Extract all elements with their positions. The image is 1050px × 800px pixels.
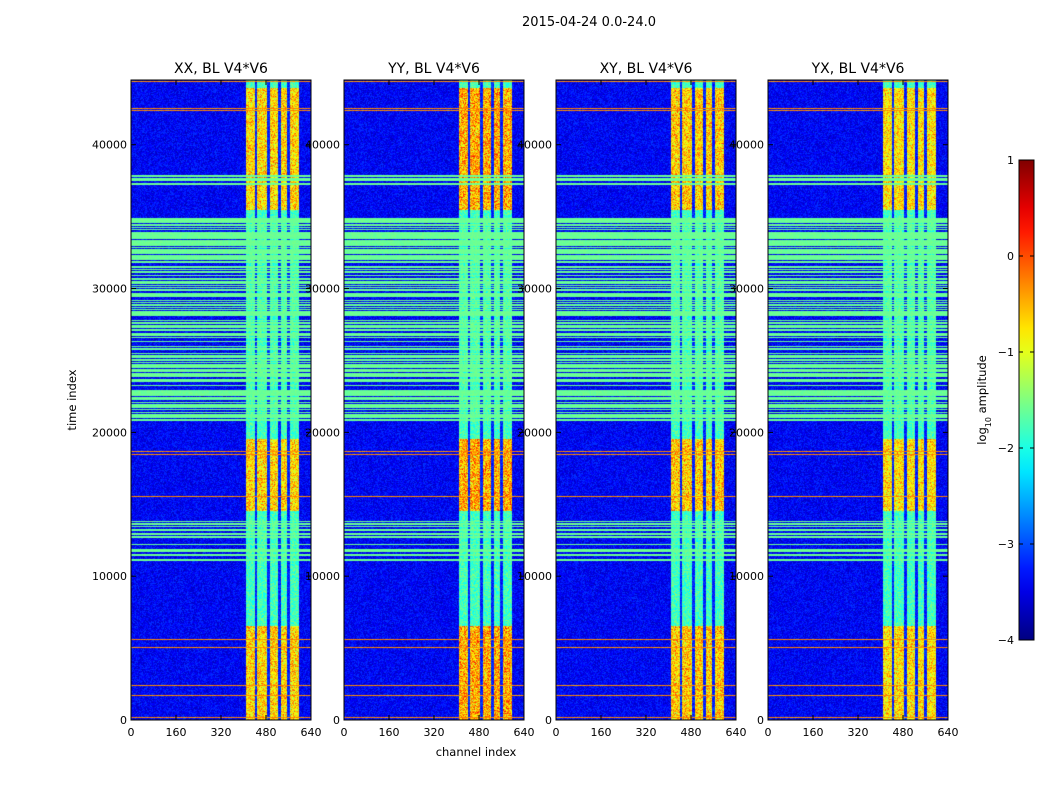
y-tick-label: 20000 — [729, 426, 764, 439]
x-tick-label: 480 — [469, 726, 490, 739]
heatmap-image — [768, 80, 948, 720]
x-tick-label: 640 — [938, 726, 959, 739]
figure-suptitle: 2015-04-24 0.0-24.0 — [522, 15, 656, 30]
y-tick-label: 20000 — [517, 426, 552, 439]
panel-3: YX, BL V4*V6 0 160 320 480 640 0 10000 20000 3000… — [729, 61, 959, 739]
x-tick-label: 320 — [424, 726, 445, 739]
y-tick-label: 20000 — [305, 426, 340, 439]
colorbar-label-log: log — [975, 427, 989, 445]
y-tick-label: 40000 — [729, 139, 764, 152]
heatmap-image — [556, 80, 736, 720]
y-tick-label: 10000 — [305, 570, 340, 583]
x-tick-label: 0 — [553, 726, 560, 739]
y-tick-label: 30000 — [729, 283, 764, 296]
y-tick-label: 0 — [757, 714, 764, 727]
x-tick-label: 640 — [514, 726, 535, 739]
panel-title: YY, BL V4*V6 — [387, 61, 480, 77]
y-tick-label: 10000 — [92, 570, 127, 583]
y-tick-label: 0 — [333, 714, 340, 727]
x-tick-label: 320 — [211, 726, 232, 739]
x-axis-label: channel index — [436, 745, 517, 759]
x-tick-label: 480 — [256, 726, 277, 739]
y-tick-label: 10000 — [517, 570, 552, 583]
colorbar-label-subscript: 10 — [984, 417, 993, 427]
heatmap-image — [131, 80, 311, 720]
colorbar-tick-label: −3 — [998, 538, 1014, 551]
y-tick-label: 10000 — [729, 570, 764, 583]
y-tick-label: 30000 — [92, 283, 127, 296]
x-tick-label: 640 — [726, 726, 747, 739]
panel-1: YY, BL V4*V6 0 160 320 480 640 0 10000 20000 3000… — [305, 61, 535, 739]
colorbar-label: log10 amplitude — [975, 355, 993, 445]
heatmap-panels: XX, BL V4*V6 0 160 320 480 640 0 10000 20000 3000… — [92, 61, 959, 739]
y-tick-label: 40000 — [305, 139, 340, 152]
x-tick-label: 0 — [128, 726, 135, 739]
x-tick-label: 160 — [166, 726, 187, 739]
x-tick-label: 480 — [681, 726, 702, 739]
colorbar-tick-label: −1 — [998, 346, 1014, 359]
y-tick-label: 20000 — [92, 426, 127, 439]
y-tick-label: 40000 — [517, 139, 552, 152]
x-tick-label: 160 — [379, 726, 400, 739]
panel-0: XX, BL V4*V6 0 160 320 480 640 0 10000 20000 3000… — [92, 61, 322, 739]
x-tick-label: 480 — [893, 726, 914, 739]
colorbar-tick-label: −2 — [998, 442, 1014, 455]
x-tick-label: 320 — [848, 726, 869, 739]
x-tick-label: 0 — [765, 726, 772, 739]
y-tick-label: 30000 — [517, 283, 552, 296]
colorbar-label-rest: amplitude — [975, 355, 989, 417]
panel-title: YX, BL V4*V6 — [811, 61, 905, 77]
y-axis-label: time index — [65, 369, 79, 430]
panel-title: XX, BL V4*V6 — [174, 61, 268, 77]
panel-2: XY, BL V4*V6 0 160 320 480 640 0 10000 20000 3000… — [517, 61, 747, 739]
colorbar-tick-label: 1 — [1007, 154, 1014, 167]
x-tick-label: 640 — [301, 726, 322, 739]
x-tick-label: 160 — [803, 726, 824, 739]
y-tick-label: 40000 — [92, 139, 127, 152]
heatmap-image — [344, 80, 524, 720]
colorbar-tick-label: −4 — [998, 634, 1014, 647]
x-tick-label: 160 — [591, 726, 612, 739]
panel-title: XY, BL V4*V6 — [600, 61, 693, 77]
colorbar-gradient — [1018, 159, 1035, 641]
y-tick-label: 30000 — [305, 283, 340, 296]
x-tick-label: 320 — [636, 726, 657, 739]
y-tick-label: 0 — [545, 714, 552, 727]
x-tick-label: 0 — [341, 726, 348, 739]
y-tick-label: 0 — [120, 714, 127, 727]
colorbar: 1 0 −1 −2 −3 −4 — [998, 154, 1035, 647]
colorbar-tick-label: 0 — [1007, 250, 1014, 263]
